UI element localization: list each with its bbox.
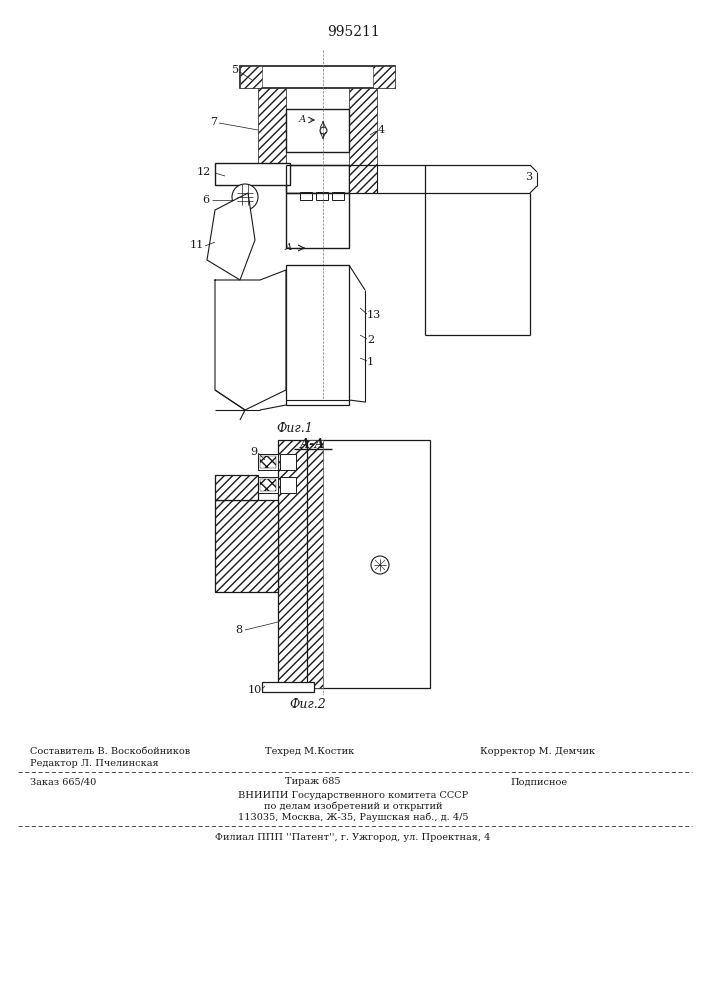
Text: по делам изобретений и открытий: по делам изобретений и открытий: [264, 801, 443, 811]
Bar: [307, 440, 323, 688]
Text: 2: 2: [367, 335, 374, 345]
Bar: [215, 475, 258, 500]
Text: 3: 3: [525, 172, 532, 182]
Text: ВНИИПИ Государственного комитета СССР: ВНИИПИ Государственного комитета СССР: [238, 790, 468, 800]
Bar: [260, 456, 276, 468]
Text: 995211: 995211: [327, 25, 380, 39]
Text: Фиг.2: Фиг.2: [290, 698, 327, 712]
Text: Редактор Л. Пчелинская: Редактор Л. Пчелинская: [30, 760, 158, 768]
Text: 11: 11: [190, 240, 204, 250]
Text: Подписное: Подписное: [510, 778, 567, 786]
Text: А: А: [299, 115, 306, 124]
Bar: [260, 479, 276, 491]
Bar: [307, 440, 430, 688]
Polygon shape: [207, 193, 255, 280]
Bar: [258, 88, 286, 165]
Text: 13: 13: [367, 310, 381, 320]
Text: Фиг.1: Фиг.1: [276, 422, 313, 434]
Bar: [215, 163, 290, 185]
Text: А: А: [285, 243, 292, 252]
Bar: [286, 265, 349, 405]
Bar: [316, 192, 328, 200]
Bar: [278, 440, 307, 685]
Text: 10: 10: [248, 685, 262, 695]
Bar: [240, 66, 262, 88]
Text: 1: 1: [367, 357, 374, 367]
Bar: [215, 475, 258, 500]
Bar: [280, 454, 296, 470]
Bar: [258, 454, 278, 470]
Bar: [373, 66, 395, 88]
Bar: [300, 192, 312, 200]
Bar: [286, 193, 349, 248]
Text: Корректор М. Демчик: Корректор М. Демчик: [480, 748, 595, 756]
Text: 113035, Москва, Ж-35, Раушская наб., д. 4/5: 113035, Москва, Ж-35, Раушская наб., д. …: [238, 812, 468, 822]
Text: 7: 7: [210, 117, 217, 127]
Text: 12: 12: [197, 167, 211, 177]
Text: Заказ 665/40: Заказ 665/40: [30, 778, 96, 786]
Text: 6: 6: [202, 195, 209, 205]
Bar: [215, 500, 278, 592]
Text: А-А: А-А: [300, 438, 326, 452]
Bar: [286, 109, 349, 152]
Bar: [332, 192, 344, 200]
Text: 9: 9: [250, 447, 257, 457]
Text: Тираж 685: Тираж 685: [285, 778, 341, 786]
Bar: [240, 66, 395, 88]
Bar: [258, 477, 278, 493]
Bar: [349, 165, 377, 193]
Bar: [349, 88, 377, 165]
Bar: [286, 165, 349, 193]
Circle shape: [232, 184, 258, 210]
Text: 5: 5: [232, 65, 239, 75]
Bar: [262, 682, 314, 692]
Bar: [278, 440, 307, 685]
Text: Филиал ППП ''Патент'', г. Ужгород, ул. Проектная, 4: Филиал ППП ''Патент'', г. Ужгород, ул. П…: [216, 832, 491, 842]
Text: 4: 4: [378, 125, 385, 135]
Text: Техред М.Костик: Техред М.Костик: [265, 748, 354, 756]
Text: Составитель В. Воскобойников: Составитель В. Воскобойников: [30, 748, 190, 756]
Bar: [280, 477, 296, 493]
Text: 8: 8: [235, 625, 242, 635]
Bar: [215, 500, 278, 592]
